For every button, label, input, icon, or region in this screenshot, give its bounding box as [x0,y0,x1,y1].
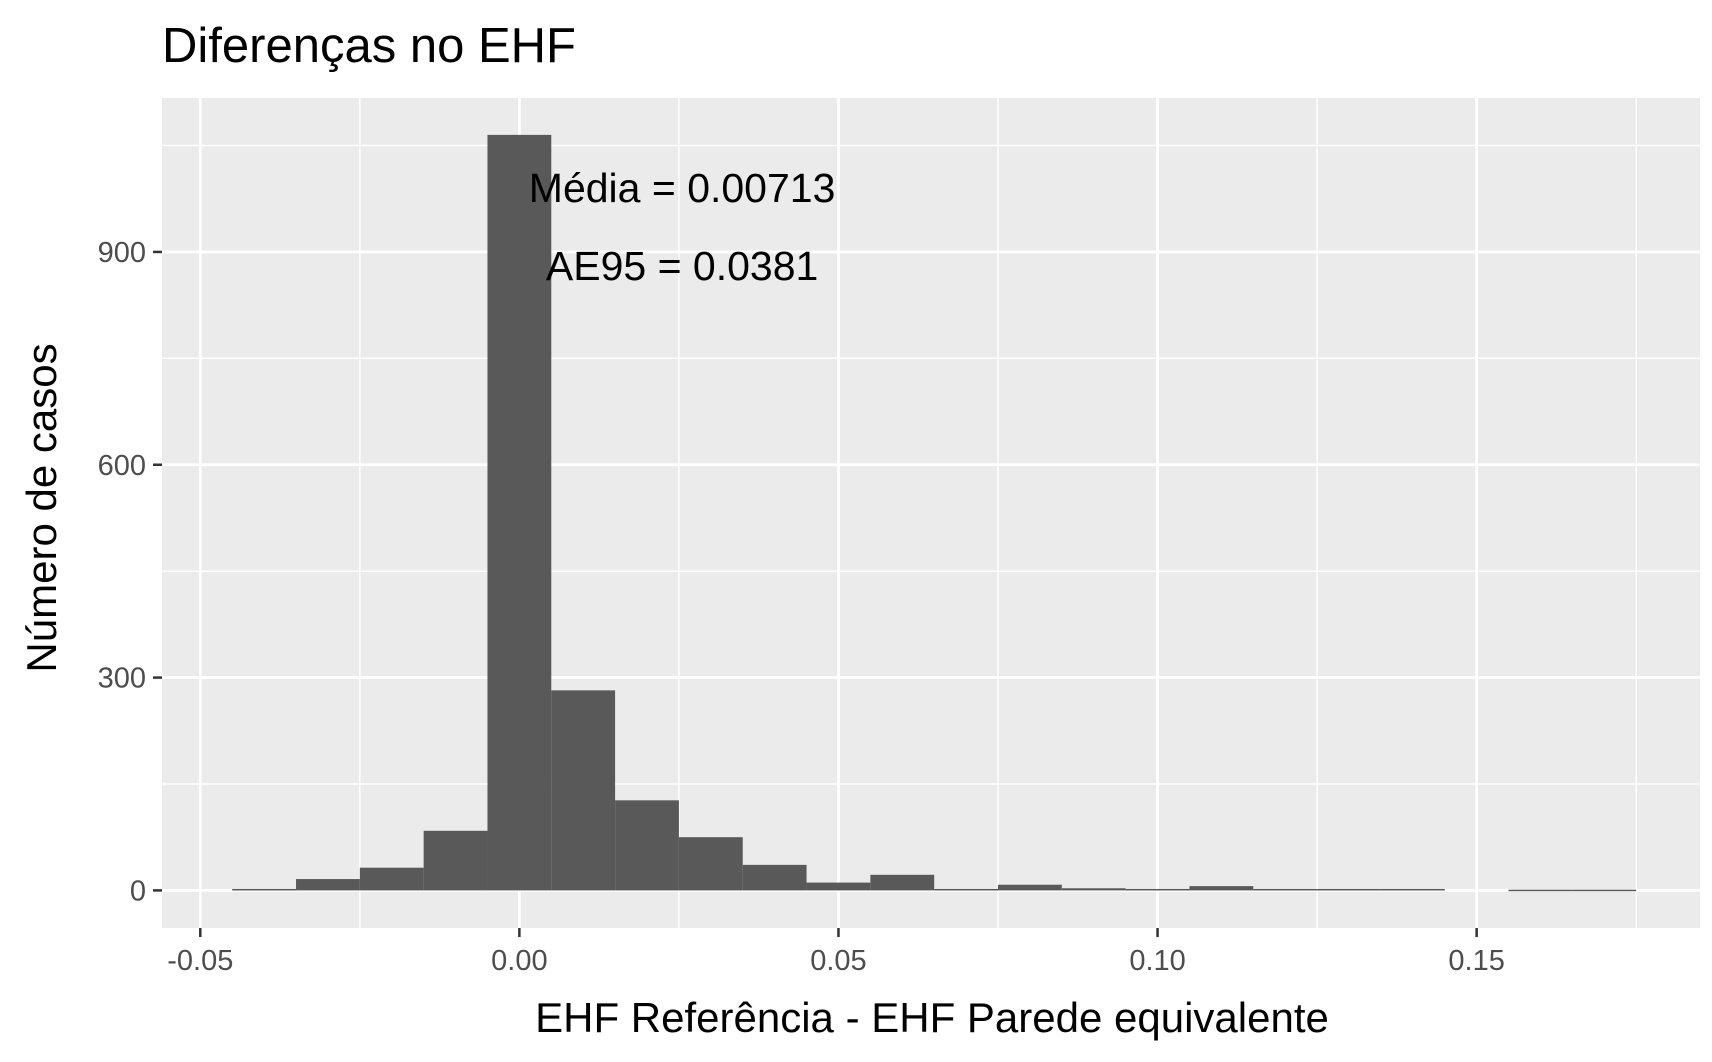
x-tick-label: 0.15 [1448,945,1504,977]
y-axis-title: Número de casos [18,343,65,672]
histogram-bar [296,879,360,891]
statistics-annotations: Média = 0.00713 AE95 = 0.0381 [529,165,836,289]
histogram-bar [998,884,1062,891]
stat-annotation: Média = 0.00713 [529,165,836,211]
chart-title: Diferenças no EHF [162,19,576,73]
stat-annotation: AE95 = 0.0381 [546,243,818,289]
x-axis-title: EHF Referência - EHF Parede equivalente [535,994,1329,1041]
y-tick-label: 300 [98,663,146,695]
histogram-bar [678,837,743,891]
x-axis: -0.05 0.00 0.05 0.10 0.15 [167,928,1505,977]
y-axis: 0 300 600 900 [98,237,162,907]
histogram-bar [1317,888,1381,891]
histogram-bar [934,888,999,891]
x-tick-label: 0.05 [810,945,866,977]
x-tick-label: -0.05 [167,945,233,977]
y-tick-label: 600 [98,450,146,482]
minor-gridlines [162,98,1700,928]
histogram-bar [806,882,871,891]
histogram-bar [615,800,679,891]
histogram-bar [1125,888,1190,891]
histogram-bar [423,830,488,891]
plot-panel [162,98,1700,928]
histogram-bar [487,134,552,891]
histogram-bar [1508,889,1573,892]
histogram-bar [1572,889,1637,892]
x-tick-label: 0.10 [1129,945,1185,977]
y-tick-label: 0 [130,875,146,907]
histogram-bar [1189,886,1254,891]
histogram-bar [1253,888,1318,891]
histogram-bar [870,874,935,891]
histogram-bar [359,867,424,891]
histogram-bar [551,690,616,891]
histogram-bar [1380,888,1445,891]
y-tick-label: 900 [98,237,146,269]
histogram-bar [742,864,807,891]
x-tick-label: 0.00 [491,945,547,977]
histogram-bar [1061,888,1126,891]
histogram-bars [232,134,1637,892]
histogram-bar [232,888,297,891]
